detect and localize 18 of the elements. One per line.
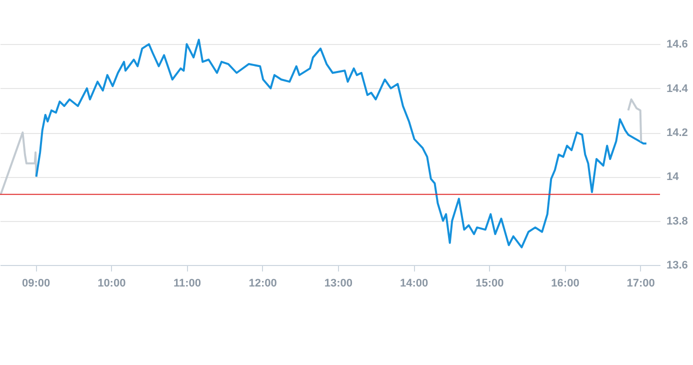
y-tick-label: 13.6 [666,260,688,272]
x-tick-label: 09:00 [22,278,50,290]
x-tick-label: 16:00 [551,278,580,290]
y-tick-label: 14.2 [666,127,688,139]
line-series [0,132,38,196]
y-tick-label: 14 [666,171,680,184]
x-tick-label: 12:00 [248,278,277,290]
x-tick-label: 15:00 [476,278,504,290]
x-tick-label: 17:00 [626,278,655,290]
x-tick-label: 14:00 [400,278,428,290]
x-tick-label: 11:00 [173,278,201,290]
line-series [627,98,642,142]
x-tick-label: 13:00 [324,278,353,290]
y-tick-label: 13.8 [666,215,688,228]
line-series [35,38,648,248]
y-tick-label: 14.6 [666,38,688,51]
y-tick-label: 14.4 [666,82,689,95]
x-tick-label: 10:00 [98,278,126,290]
